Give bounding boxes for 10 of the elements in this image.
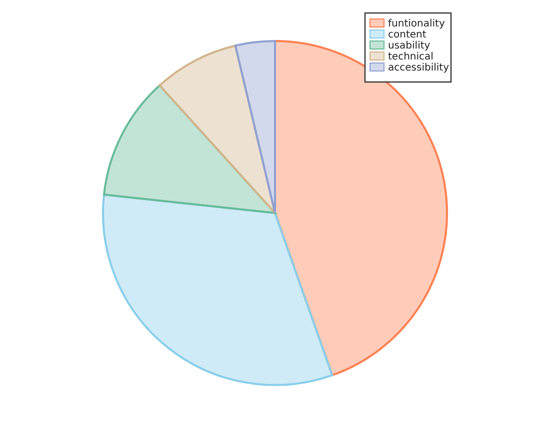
legend-label: usability [388, 40, 430, 52]
legend-label: accessibility [388, 62, 450, 74]
legend-label: funtionality [388, 18, 445, 30]
pie-slice [274, 40, 448, 376]
legend-label: content [388, 30, 426, 40]
legend-label: technical [388, 52, 434, 62]
pie-slice [158, 44, 276, 214]
pie-slice [234, 40, 276, 214]
pie-slice [102, 194, 334, 386]
pie-slice [102, 84, 276, 214]
